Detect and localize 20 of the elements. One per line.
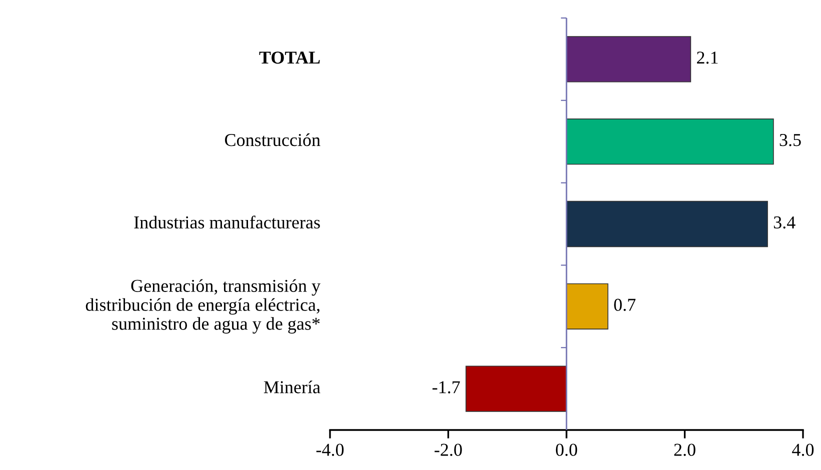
bar bbox=[566, 283, 608, 330]
data-label: 2.1 bbox=[697, 52, 718, 64]
data-label: -1.7 bbox=[432, 381, 460, 394]
bar bbox=[566, 200, 768, 248]
y-tick-label: Construcción bbox=[225, 133, 320, 146]
y-tick-label: TOTAL bbox=[259, 52, 320, 64]
bar bbox=[566, 118, 774, 165]
y-tick-label: Industrias manufactureras bbox=[134, 216, 320, 229]
x-tick-label: 2.0 bbox=[674, 444, 696, 456]
data-label: 3.5 bbox=[780, 134, 801, 146]
y-tick-label: Minería bbox=[264, 380, 320, 394]
bar bbox=[566, 36, 692, 82]
x-tick-label: -2.0 bbox=[434, 444, 462, 456]
bar bbox=[466, 366, 567, 412]
y-tick-label: Generación, transmisión y distribución de energía eléctrica, suministro de agua y de gas* bbox=[86, 279, 320, 334]
x-tick-label: 0.0 bbox=[556, 444, 578, 456]
data-label: 0.7 bbox=[614, 298, 636, 311]
x-tick-label: -4.0 bbox=[316, 444, 344, 456]
data-label: 3.4 bbox=[774, 216, 796, 229]
x-tick-label: 4.0 bbox=[792, 444, 814, 456]
